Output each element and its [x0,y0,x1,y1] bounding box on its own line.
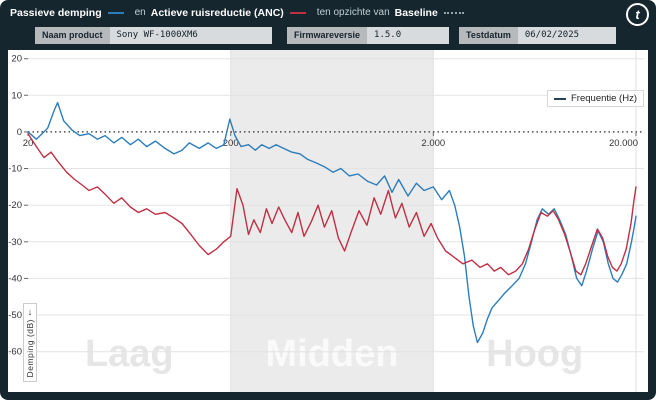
test-date-label: Testdatum [459,27,518,44]
title-conjunction-2: ten opzichte van [316,7,390,18]
x-tick-label: 20.000 [609,138,638,149]
test-date-field: Testdatum 06/02/2025 [459,27,616,44]
series-passieve-demping [27,101,637,344]
watermark-hoog: Hoog [486,333,583,375]
y-tick-label: 10 [11,90,22,101]
product-name-label: Naam product [35,27,110,44]
y-tick-label: -50 [8,310,22,321]
down-arrow-icon: ↓ [27,306,33,317]
watermark-midden: Midden [266,333,399,375]
frequency-chart: Laag Midden Hoog 20 10 0 -10 -20 -30 -40 -50 -60 20 2… [8,50,644,392]
y-tick-label: 20 [11,54,22,65]
y-tick-label: -20 [8,200,22,211]
anc-label: Actieve ruisreductie (ANC) [150,6,284,19]
product-name-value: Sony WF-1000XM6 [109,27,272,44]
y-tick-label: -40 [8,273,22,284]
y-tick-label: 0 [17,127,22,138]
firmware-version-field: Firmwareversie 1.5.0 [287,27,450,44]
firmware-version-label: Firmwareversie [287,27,368,44]
chart-title-bar: Passieve demping en Actieve ruisreductie… [0,0,656,25]
series-actieve-ruisreductie-anc- [27,132,637,276]
passive-line-swatch-icon [107,11,124,14]
tweakers-logo: t [626,3,649,26]
watermark-laag: Laag [85,333,174,375]
y-tick-label: -10 [8,164,22,175]
region-band-midden [230,50,434,392]
baseline-label: Baseline [394,6,438,19]
title-conjunction-1: en [134,7,146,18]
frequency-legend: Frequentie (Hz) [547,90,644,107]
legend-label: Frequentie (Hz) [571,93,637,104]
firmware-version-value: 1.5.0 [367,27,450,44]
test-date-value: 06/02/2025 [517,27,616,44]
passive-damping-label: Passieve demping [10,6,102,19]
y-axis-label-box: ↓ Demping (dB) [23,302,37,382]
chart-plot-area: Laag Midden Hoog 20 10 0 -10 -20 -30 -40 -50 -60 20 2… [8,50,648,392]
y-tick-label: -30 [8,237,22,248]
x-tick-label: 2.000 [421,138,445,149]
tweakers-logo-letter: t [635,7,640,22]
anc-line-swatch-icon [289,11,306,14]
y-axis-label: Demping (dB) [25,318,35,377]
x-tick-label: 200 [223,138,239,149]
y-tick-label: -60 [8,347,22,358]
product-name-field: Naam product Sony WF-1000XM6 [35,27,272,44]
x-tick-label: 20 [23,138,34,149]
baseline-dotted-swatch-icon [443,11,464,14]
legend-line-swatch-icon [554,97,566,100]
